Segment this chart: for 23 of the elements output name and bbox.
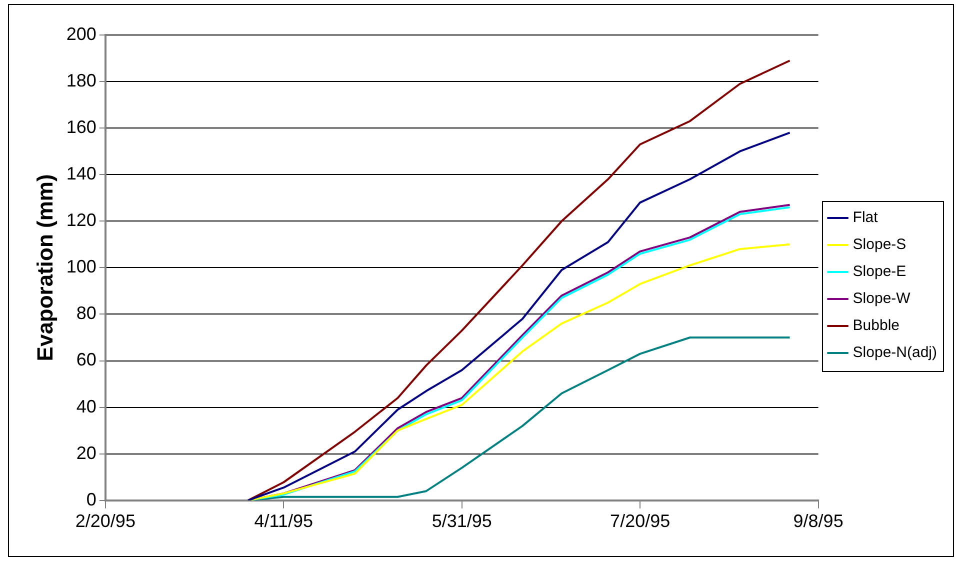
legend-label: Slope-E bbox=[852, 263, 906, 280]
y-tick-label: 40 bbox=[76, 396, 96, 416]
legend-label: Slope-S bbox=[852, 236, 906, 254]
y-tick-label: 20 bbox=[76, 442, 96, 463]
x-tick-label: 4/11/95 bbox=[254, 511, 314, 532]
y-tick-label: 60 bbox=[76, 350, 96, 370]
y-axis-title: Evaporation (mm) bbox=[32, 174, 58, 362]
x-tick-label: 5/31/95 bbox=[432, 511, 492, 532]
y-tick-label: 180 bbox=[66, 70, 96, 91]
legend-label: Flat bbox=[852, 209, 879, 226]
y-tick-label: 200 bbox=[66, 24, 96, 44]
legend-label: Slope-W bbox=[852, 290, 912, 308]
y-tick-label: 80 bbox=[76, 303, 96, 324]
y-tick-label: 160 bbox=[66, 117, 96, 138]
y-tick-label: 140 bbox=[66, 164, 96, 184]
x-tick-label: 9/8/95 bbox=[793, 511, 844, 532]
legend-label: Slope-N(adj) bbox=[852, 344, 938, 362]
y-tick-label: 100 bbox=[66, 256, 96, 277]
y-tick-label: 120 bbox=[66, 210, 96, 230]
y-tick-label: 0 bbox=[86, 489, 96, 510]
x-tick-label: 2/20/95 bbox=[75, 511, 136, 532]
x-tick-label: 7/20/95 bbox=[610, 511, 670, 532]
legend-label: Bubble bbox=[852, 317, 900, 334]
